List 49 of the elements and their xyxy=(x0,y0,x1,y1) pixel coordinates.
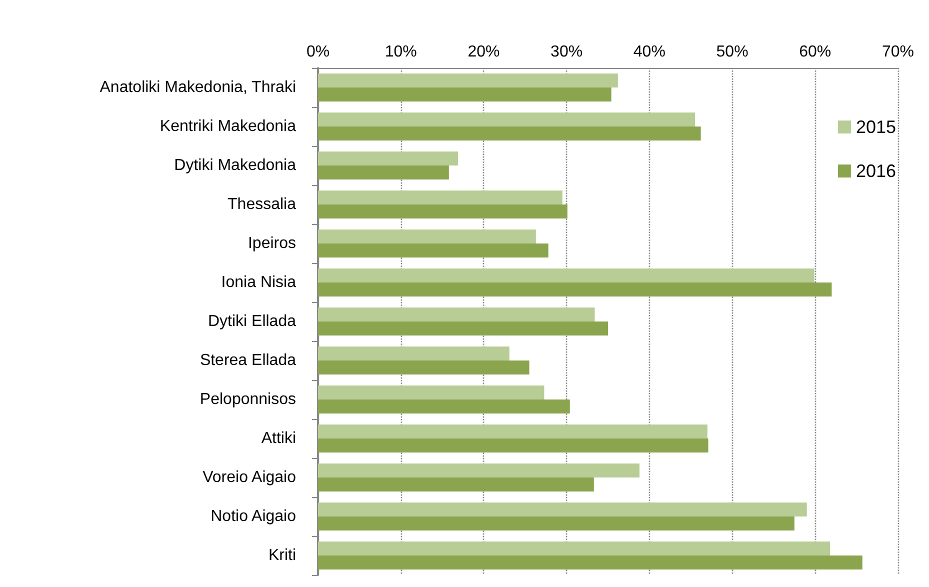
bar xyxy=(318,424,708,438)
bar xyxy=(318,282,832,297)
bar xyxy=(318,73,618,88)
bar xyxy=(318,268,814,282)
bar xyxy=(318,112,695,126)
y-tick-label: Thessalia xyxy=(228,196,296,213)
x-tick-label: 10% xyxy=(384,44,417,60)
bar xyxy=(318,166,449,180)
bar xyxy=(318,88,612,102)
bar xyxy=(318,541,830,556)
bar xyxy=(318,438,708,453)
bar xyxy=(318,463,640,478)
x-tick-label: 60% xyxy=(799,44,832,60)
x-tick-label: 30% xyxy=(550,44,583,60)
x-tick-label: 20% xyxy=(468,44,500,60)
x-tick-label: 40% xyxy=(633,44,666,60)
y-tick-label: Attiki xyxy=(261,430,296,447)
y-tick-label: Ionia Nisia xyxy=(221,274,296,291)
bar xyxy=(318,346,510,360)
x-tick-label: 50% xyxy=(716,44,748,60)
bar xyxy=(318,229,536,244)
y-tick-label: Kentriki Makedonia xyxy=(160,118,296,135)
bar xyxy=(318,204,568,219)
bar xyxy=(318,502,807,516)
legend-label: 2015 xyxy=(856,117,896,137)
bar xyxy=(318,307,595,322)
y-tick-label: Kriti xyxy=(268,547,296,564)
bar xyxy=(318,478,594,492)
bar xyxy=(318,322,608,336)
bar xyxy=(318,151,458,166)
x-tick-label: 0% xyxy=(306,44,330,60)
y-tick-label: Sterea Ellada xyxy=(200,352,296,369)
y-tick-label: Dytiki Ellada xyxy=(208,313,296,330)
y-tick-label: Voreio Aigaio xyxy=(202,469,296,486)
y-tick-label: Peloponnisos xyxy=(200,391,296,408)
x-tick-label: 70% xyxy=(882,44,914,60)
legend-label: 2016 xyxy=(856,161,896,181)
y-tick-label: Dytiki Makedonia xyxy=(174,157,296,174)
bar xyxy=(318,244,548,258)
bar xyxy=(318,556,862,570)
bar xyxy=(318,190,562,204)
bar xyxy=(318,360,530,375)
bar xyxy=(318,400,570,414)
bar xyxy=(318,385,544,400)
bar xyxy=(318,126,701,141)
bar xyxy=(318,516,794,531)
y-tick-label: Ipeiros xyxy=(248,235,296,252)
y-tick-label: Notio Aigaio xyxy=(210,508,296,525)
y-tick-label: Anatoliki Makedonia, Thraki xyxy=(100,79,296,96)
